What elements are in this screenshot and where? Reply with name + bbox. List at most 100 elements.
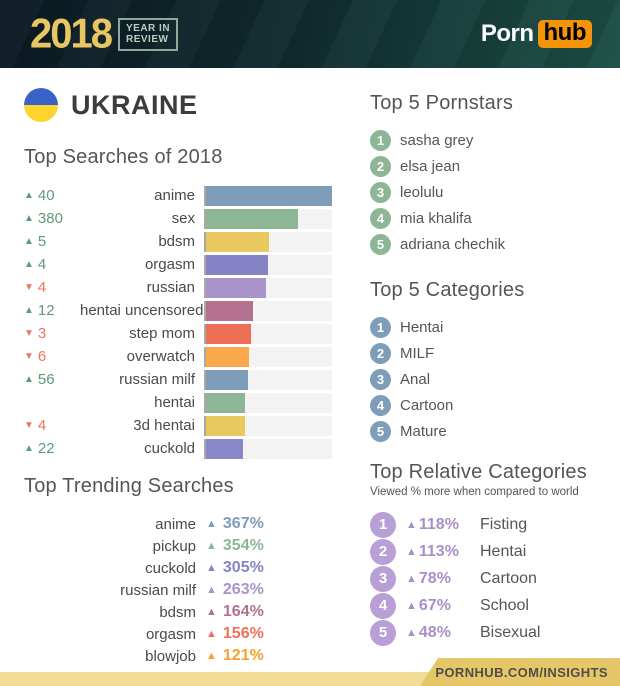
trending-term-label: cuckold (145, 559, 196, 577)
triangle-down-icon: ▼ (24, 328, 34, 339)
bar-segment (206, 254, 268, 275)
rank-number-badge: 1 (370, 316, 391, 338)
relative-percent: ▲ 67% (406, 597, 470, 615)
rank-change-up: ▲ 22 (24, 440, 80, 457)
rank-item-label: elsa jean (400, 157, 461, 175)
rank-change-up: ▲ 12 (24, 302, 80, 319)
rank-change-value: 6 (37, 348, 47, 365)
rank-change-value: 5 (37, 233, 47, 250)
triangle-up-icon: ▲ (206, 650, 217, 662)
pornstar-item: 1 sasha grey (370, 127, 606, 153)
right-column: Top 5 Pornstars 1 sasha grey 2 elsa jean 3 le… (370, 92, 606, 646)
trending-percent-value: 164% (222, 603, 264, 620)
trending-percent: ▲ 263% (206, 581, 264, 599)
category-item: 1 Hentai (370, 314, 606, 340)
bar-segment (206, 300, 253, 321)
rank-number-badge: 3 (370, 368, 391, 390)
search-term-label: russian (146, 279, 195, 296)
rank-item-label: Cartoon (400, 396, 454, 414)
triangle-up-icon: ▲ (24, 374, 34, 385)
pornstar-item: 2 elsa jean (370, 153, 606, 179)
year-in-review-logo: 2018 YEAR IN REVIEW (30, 10, 179, 57)
bar-track (204, 208, 332, 229)
category-item: 5 Mature (370, 418, 606, 444)
trending-percent-value: 354% (222, 537, 264, 554)
relative-percent-value: 113% (418, 542, 459, 560)
triangle-up-icon: ▲ (406, 518, 417, 531)
triangle-up-icon: ▲ (406, 599, 417, 612)
rank-change-value: 40 (37, 187, 55, 204)
search-chart-row: ▲ 5 bdsm (24, 230, 346, 253)
search-chart-row: ▲ 12 hentai uncensored (24, 299, 346, 322)
trending-percent: ▲ 367% (206, 515, 264, 533)
search-chart-row: ▲ 40 anime (24, 184, 346, 207)
rank-change-up: ▲ 40 (24, 187, 80, 204)
rank-change-down: ▼ 3 (24, 325, 80, 342)
rank-change-value: 22 (37, 440, 55, 457)
relative-category-item: 1 ▲ 118% Fisting (370, 511, 606, 538)
search-term-label: step mom (129, 325, 195, 342)
trending-percent-value: 156% (222, 625, 264, 642)
search-chart-row: ▼ 3 step mom (24, 322, 346, 345)
trending-row: cuckold ▲ 305% (24, 557, 346, 579)
rank-number-badge: 1 (370, 129, 391, 151)
bar-track (204, 392, 332, 413)
bar-track (204, 277, 332, 298)
trending-row: blowjob ▲ 121% (24, 645, 346, 667)
relative-category-item: 4 ▲ 67% School (370, 592, 606, 619)
bar-track (204, 415, 332, 436)
trending-row: orgasm ▲ 156% (24, 623, 346, 645)
trending-percent-value: 121% (222, 647, 264, 664)
relative-categories-subtitle: Viewed % more when compared to world (370, 486, 579, 498)
trending-term-label: blowjob (145, 647, 196, 665)
rank-change-value: 12 (37, 302, 55, 319)
rank-number-badge: 5 (370, 233, 391, 255)
relative-category-item: 5 ▲ 48% Bisexual (370, 619, 606, 646)
rank-number-badge: 2 (370, 538, 396, 565)
trending-percent: ▲ 156% (206, 625, 264, 643)
triangle-up-icon: ▲ (406, 572, 417, 585)
rank-change-up: ▲ 4 (24, 256, 80, 273)
trending-percent-value: 367% (222, 515, 264, 532)
bar-track (204, 254, 332, 275)
rank-item-label: leolulu (400, 183, 444, 201)
bar-segment (206, 277, 267, 298)
bar-segment (206, 415, 246, 436)
triangle-down-icon: ▼ (24, 420, 34, 431)
rank-change-value: 4 (37, 256, 47, 273)
bar-track (204, 300, 332, 321)
pornstar-item: 3 leolulu (370, 179, 606, 205)
search-term-label: orgasm (144, 256, 195, 273)
triangle-up-icon: ▲ (206, 628, 217, 640)
pornhub-logo: Porn hub (481, 19, 592, 49)
rank-item-label: adriana chechik (400, 235, 506, 253)
left-column: UKRAINE Top Searches of 2018 ▲ 40 anime ▲ 38… (24, 84, 346, 667)
pornstars-list: 1 sasha grey 2 elsa jean 3 leolulu 4 mia khalif… (370, 127, 606, 257)
top-searches-title: Top Searches of 2018 (24, 146, 223, 168)
search-term-label: bdsm (158, 233, 195, 250)
triangle-up-icon: ▲ (24, 259, 34, 270)
search-term-label: overwatch (126, 348, 195, 365)
relative-percent: ▲ 113% (406, 543, 470, 561)
bar-track (204, 346, 332, 367)
relative-category-item: 2 ▲ 113% Hentai (370, 538, 606, 565)
triangle-up-icon: ▲ (24, 213, 34, 224)
trending-searches-list: anime ▲ 367% pickup ▲ 354% cuckold ▲ 305% russian… (24, 513, 346, 667)
triangle-up-icon: ▲ (206, 584, 217, 596)
rank-number-badge: 2 (370, 342, 391, 364)
country-title: UKRAINE (71, 89, 198, 120)
top-trending-title: Top Trending Searches (24, 475, 234, 497)
trending-term-label: russian milf (120, 581, 196, 599)
pornstar-item: 4 mia khalifa (370, 205, 606, 231)
search-chart-row: ▼ 4 russian (24, 276, 346, 299)
rank-change-down: ▼ 4 (24, 279, 80, 296)
footer-insights-link[interactable]: PORNHUB.COM/INSIGHTS (420, 658, 620, 686)
rank-change-value: 3 (37, 325, 47, 342)
rank-item-label: Anal (400, 370, 431, 388)
trending-term-label: bdsm (159, 603, 196, 621)
trending-percent: ▲ 354% (206, 537, 264, 555)
triangle-up-icon: ▲ (24, 236, 34, 247)
trending-row: pickup ▲ 354% (24, 535, 346, 557)
relative-category-label: Cartoon (480, 569, 537, 587)
search-chart-row: ▲ 22 cuckold (24, 437, 346, 460)
